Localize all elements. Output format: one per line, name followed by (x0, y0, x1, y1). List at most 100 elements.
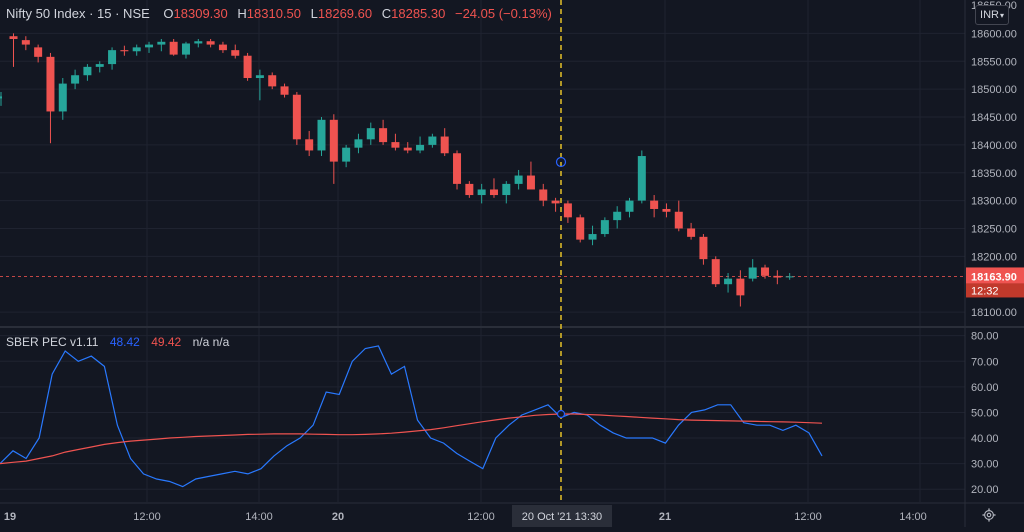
candle-down (650, 200, 659, 209)
crosshair-marker (555, 156, 567, 168)
candle-down (551, 200, 560, 204)
indicator-tick-label: 70.00 (971, 356, 999, 368)
high-label: H (237, 6, 247, 21)
indicator-legend: SBER PEC v1.11 48.42 49.42 n/a n/a (6, 335, 229, 349)
crosshair-marker (556, 409, 566, 419)
candle-up (366, 128, 375, 140)
candle-up (58, 83, 67, 112)
countdown-label: 12:32 (971, 285, 999, 297)
price-tick-label: 18200.00 (971, 251, 1017, 263)
indicator-value-blue: 48.42 (109, 335, 140, 349)
candle-up (502, 183, 511, 196)
indicator-tick-label: 40.00 (971, 433, 999, 445)
low-value: 18269.60 (317, 6, 373, 21)
indicator-name[interactable]: SBER PEC v1.11 (6, 335, 99, 349)
candle-down (526, 175, 535, 190)
candle-up (0, 96, 2, 99)
time-tick-label: 12:00 (467, 511, 495, 523)
time-tick-label: 20 (332, 511, 344, 523)
candle-up (255, 75, 264, 79)
indicator-tick-label: 80.00 (971, 331, 999, 343)
chevron-down-icon: ▾ (999, 11, 1004, 20)
high-value: 18310.50 (246, 6, 302, 21)
candle-up (317, 119, 326, 151)
candle-up (181, 43, 190, 55)
last-price-badge (966, 267, 1024, 284)
candle-up (132, 47, 141, 52)
price-tick-label: 18500.00 (971, 84, 1017, 96)
candle-up (637, 156, 646, 201)
gear-icon[interactable] (982, 508, 996, 522)
candle-down (169, 41, 178, 55)
time-tick-label: 12:00 (794, 511, 822, 523)
candle-up (514, 175, 523, 184)
candle-up (588, 234, 597, 240)
price-tick-label: 18600.00 (971, 28, 1017, 40)
price-tick-label: 18400.00 (971, 140, 1017, 152)
candle-up (108, 50, 117, 65)
candle-up (83, 66, 92, 76)
indicator-tick-label: 60.00 (971, 382, 999, 394)
candle-down (563, 203, 572, 218)
symbol-title[interactable]: Nifty 50 Index · 15 · NSE (6, 6, 150, 21)
indicator-line-red (0, 413, 823, 465)
candle-down (9, 36, 18, 40)
candle-up (95, 64, 104, 67)
currency-button[interactable]: INR▾ (975, 5, 1009, 25)
candle-down (268, 75, 277, 87)
candle-down (280, 86, 289, 95)
close-label: C (381, 6, 392, 21)
price-tick-label: 18550.00 (971, 56, 1017, 68)
candle-down (699, 236, 708, 260)
indicator-tick-label: 30.00 (971, 459, 999, 471)
candle-down (440, 136, 449, 154)
candle-down (206, 41, 215, 45)
open-value: 18309.30 (173, 6, 228, 21)
change-value: −24.05 (−0.13%) (454, 6, 552, 21)
candle-up (724, 278, 733, 285)
candle-up (354, 139, 363, 148)
indicator-tick-label: 50.00 (971, 407, 999, 419)
crosshair-time-badge (512, 505, 612, 527)
candle-up (600, 220, 609, 235)
candle-down (403, 147, 412, 151)
close-value: 18285.30 (391, 6, 446, 21)
candle-up (71, 75, 80, 84)
time-tick-label: 14:00 (245, 511, 273, 523)
indicator-line-blue (0, 345, 823, 488)
time-tick-label: 21 (659, 511, 671, 523)
price-tick-label: 18300.00 (971, 196, 1017, 208)
time-tick-label: 12:00 (133, 511, 161, 523)
candle-down (662, 208, 671, 212)
candle-up (194, 41, 203, 44)
candle-up (748, 267, 757, 279)
candle-down (674, 211, 683, 229)
candle-down (231, 50, 240, 56)
currency-label: INR (980, 9, 999, 21)
candle-down (576, 217, 585, 240)
indicator-extra: n/a n/a (192, 335, 230, 349)
candle-down (453, 153, 462, 184)
candle-down (34, 47, 43, 57)
time-tick-label: 19 (4, 511, 16, 523)
candle-up (785, 276, 794, 278)
candle-up (145, 44, 154, 48)
candle-down (465, 183, 474, 196)
candle-down (218, 44, 227, 51)
price-tick-label: 18250.00 (971, 223, 1017, 235)
candle-down (329, 119, 338, 162)
candle-up (342, 147, 351, 162)
candle-down (243, 55, 252, 79)
candle-down (391, 142, 400, 148)
price-tick-label: 18100.00 (971, 307, 1017, 319)
candle-up (157, 41, 166, 45)
countdown-badge (966, 283, 1024, 298)
candle-down (773, 275, 782, 278)
candle-down (305, 139, 314, 151)
price-tick-label: 18350.00 (971, 168, 1017, 180)
candle-down (736, 278, 745, 296)
indicator-value-red: 49.42 (151, 335, 182, 349)
indicator-tick-label: 20.00 (971, 484, 999, 496)
